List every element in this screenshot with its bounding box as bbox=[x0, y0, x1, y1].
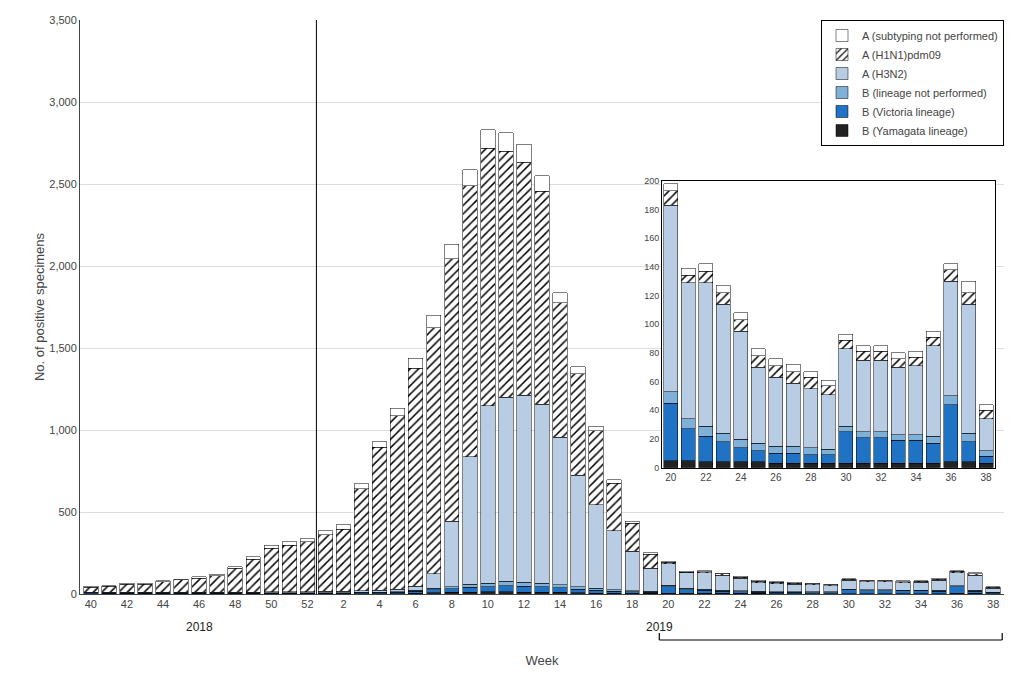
svg-text:12: 12 bbox=[518, 598, 530, 610]
svg-text:No. of positive specimens: No. of positive specimens bbox=[32, 232, 47, 381]
svg-text:14: 14 bbox=[554, 598, 566, 610]
svg-text:180: 180 bbox=[644, 205, 659, 215]
svg-text:6: 6 bbox=[413, 598, 419, 610]
svg-text:1,000: 1,000 bbox=[49, 424, 77, 436]
svg-text:20: 20 bbox=[665, 472, 677, 483]
svg-text:3,000: 3,000 bbox=[49, 96, 77, 108]
svg-text:44: 44 bbox=[157, 598, 169, 610]
svg-text:38: 38 bbox=[987, 598, 999, 610]
svg-text:28: 28 bbox=[805, 472, 817, 483]
svg-text:34: 34 bbox=[915, 598, 927, 610]
svg-text:80: 80 bbox=[649, 348, 659, 358]
svg-text:B (Victoria lineage): B (Victoria lineage) bbox=[862, 106, 955, 118]
svg-text:24: 24 bbox=[734, 598, 746, 610]
svg-text:B (lineage not performed): B (lineage not performed) bbox=[862, 87, 987, 99]
svg-text:40: 40 bbox=[649, 405, 659, 415]
svg-text:20: 20 bbox=[662, 598, 674, 610]
svg-text:2,500: 2,500 bbox=[49, 178, 77, 190]
svg-text:0: 0 bbox=[654, 463, 659, 473]
svg-text:2,000: 2,000 bbox=[49, 260, 77, 272]
svg-text:26: 26 bbox=[770, 472, 782, 483]
svg-text:8: 8 bbox=[449, 598, 455, 610]
svg-text:24: 24 bbox=[735, 472, 747, 483]
svg-text:1,500: 1,500 bbox=[49, 342, 77, 354]
svg-text:200: 200 bbox=[644, 176, 659, 186]
svg-text:28: 28 bbox=[807, 598, 819, 610]
svg-text:26: 26 bbox=[770, 598, 782, 610]
svg-text:46: 46 bbox=[193, 598, 205, 610]
svg-text:16: 16 bbox=[590, 598, 602, 610]
svg-text:2018: 2018 bbox=[186, 620, 213, 634]
svg-text:50: 50 bbox=[265, 598, 277, 610]
svg-text:40: 40 bbox=[85, 598, 97, 610]
svg-text:34: 34 bbox=[910, 472, 922, 483]
svg-text:32: 32 bbox=[879, 598, 891, 610]
svg-text:30: 30 bbox=[840, 472, 852, 483]
svg-text:32: 32 bbox=[875, 472, 887, 483]
svg-text:2019: 2019 bbox=[646, 620, 673, 634]
svg-text:3,500: 3,500 bbox=[49, 14, 77, 26]
svg-text:0: 0 bbox=[71, 588, 77, 600]
svg-text:B (Yamagata lineage): B (Yamagata lineage) bbox=[862, 125, 968, 137]
svg-text:500: 500 bbox=[58, 506, 76, 518]
svg-text:22: 22 bbox=[698, 598, 710, 610]
svg-text:A (H3N2): A (H3N2) bbox=[862, 68, 907, 80]
svg-text:42: 42 bbox=[121, 598, 133, 610]
svg-text:20: 20 bbox=[649, 434, 659, 444]
svg-text:100: 100 bbox=[644, 319, 659, 329]
svg-text:160: 160 bbox=[644, 233, 659, 243]
svg-text:4: 4 bbox=[377, 598, 383, 610]
svg-text:36: 36 bbox=[951, 598, 963, 610]
svg-text:A (subtyping not performed): A (subtyping not performed) bbox=[862, 30, 998, 42]
svg-text:10: 10 bbox=[482, 598, 494, 610]
svg-text:Week: Week bbox=[526, 653, 559, 668]
svg-text:60: 60 bbox=[649, 377, 659, 387]
svg-text:18: 18 bbox=[626, 598, 638, 610]
svg-text:52: 52 bbox=[301, 598, 313, 610]
svg-text:140: 140 bbox=[644, 262, 659, 272]
svg-text:120: 120 bbox=[644, 291, 659, 301]
svg-text:2: 2 bbox=[340, 598, 346, 610]
svg-text:38: 38 bbox=[980, 472, 992, 483]
svg-text:22: 22 bbox=[700, 472, 712, 483]
svg-text:36: 36 bbox=[945, 472, 957, 483]
svg-text:A (H1N1)pdm09: A (H1N1)pdm09 bbox=[862, 49, 941, 61]
svg-text:48: 48 bbox=[229, 598, 241, 610]
svg-text:30: 30 bbox=[843, 598, 855, 610]
